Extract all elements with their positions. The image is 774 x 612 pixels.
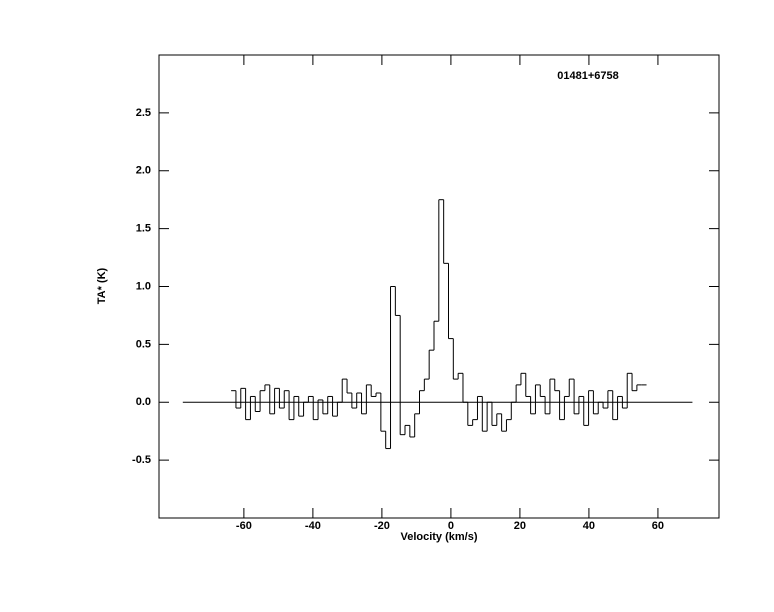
y-tick-label: 0.0	[136, 396, 151, 408]
y-tick-label: -0.5	[132, 454, 151, 466]
x-tick-label: -40	[305, 520, 321, 532]
x-tick-label: -60	[236, 520, 252, 532]
x-axis-label: Velocity (km/s)	[400, 531, 477, 543]
x-tick-label: 60	[652, 520, 664, 532]
annotation: 01481+6758	[557, 70, 618, 82]
y-axis-label: TA* (K)	[96, 267, 108, 304]
y-tick-label: 1.0	[136, 280, 151, 292]
y-tick-label: 0.5	[136, 338, 151, 350]
x-tick-label: 20	[514, 520, 526, 532]
y-tick-label: 2.0	[136, 165, 151, 177]
y-tick-label: 2.5	[136, 107, 151, 119]
y-tick-label: 1.5	[136, 223, 151, 235]
x-tick-label: 40	[583, 520, 595, 532]
x-tick-label: 0	[448, 520, 454, 532]
x-tick-label: -20	[374, 520, 390, 532]
